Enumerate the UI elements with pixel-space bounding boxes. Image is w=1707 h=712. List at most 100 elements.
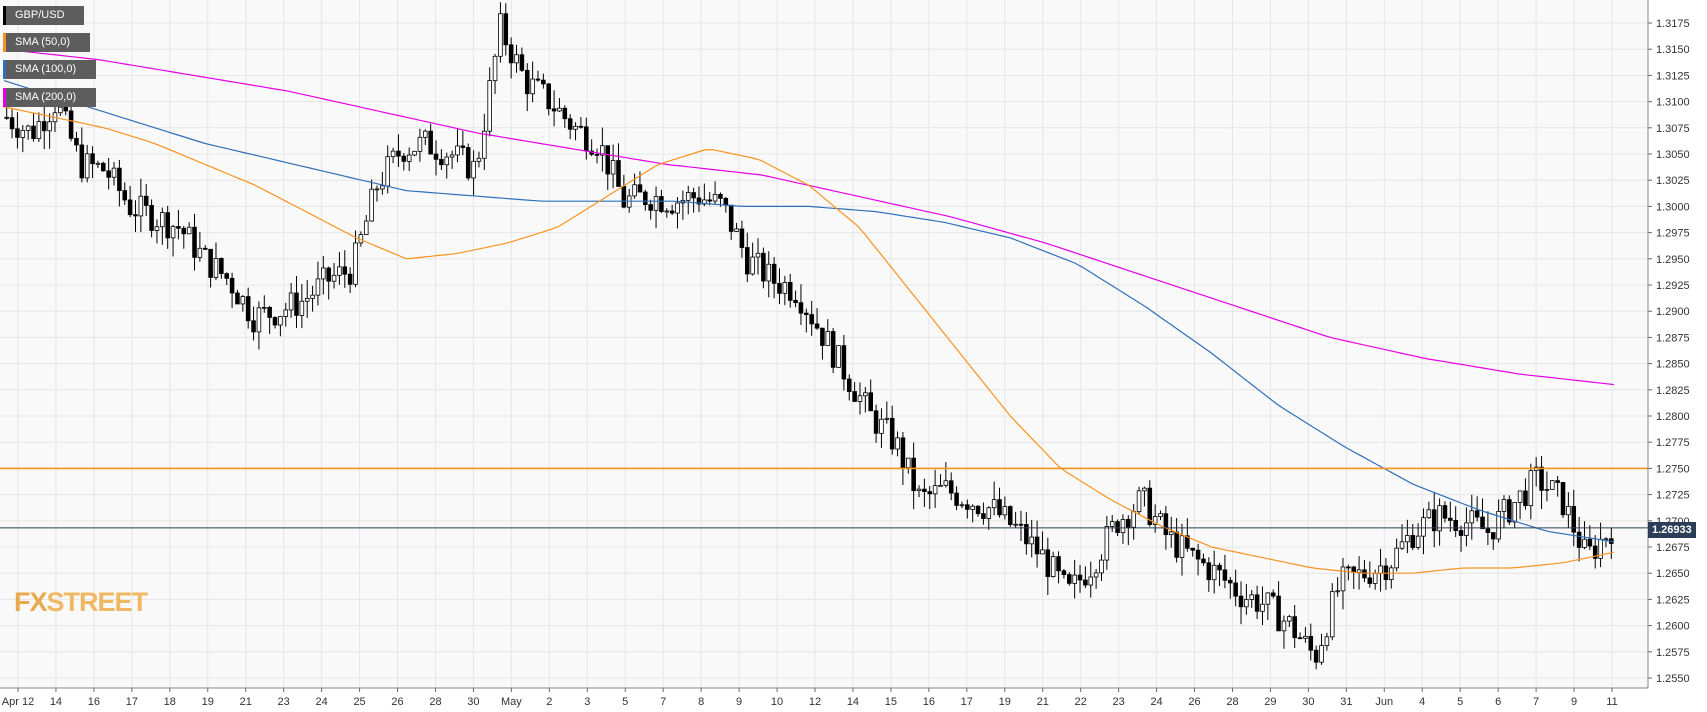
x-tick-label: 18: [164, 696, 176, 708]
candle: [675, 197, 680, 229]
sma100-line: [3, 80, 1615, 543]
candle: [1340, 557, 1346, 610]
candle-body: [836, 345, 841, 368]
candle-body: [1244, 599, 1249, 608]
candle: [605, 145, 611, 190]
candle-body: [406, 154, 412, 162]
x-tick-label: 26: [1188, 696, 1200, 708]
candle-body: [1228, 579, 1233, 584]
candle-body: [1201, 558, 1206, 564]
candle-body: [192, 226, 197, 258]
candle-body: [428, 130, 433, 155]
candle-body: [685, 192, 691, 201]
candle-body: [444, 156, 450, 166]
candle: [487, 67, 492, 137]
candle-body: [1276, 595, 1281, 632]
y-tick-label: 1.2900: [1656, 306, 1690, 318]
candle: [1496, 499, 1501, 543]
candle: [1480, 498, 1485, 530]
candle: [1099, 554, 1104, 581]
candle: [74, 131, 79, 152]
candle: [1437, 498, 1442, 546]
candle: [1217, 562, 1222, 587]
candle-body: [1356, 569, 1362, 573]
candle: [551, 90, 557, 127]
y-tick-label: 1.2650: [1656, 568, 1690, 580]
legend-label: SMA (200,0): [15, 91, 77, 103]
candle-body: [143, 195, 149, 206]
candle: [1050, 551, 1056, 578]
candle-body: [1507, 499, 1512, 523]
candle-body: [991, 499, 997, 509]
candle-body: [1007, 506, 1013, 525]
candle-body: [101, 162, 106, 172]
x-tick-label: 10: [771, 696, 783, 708]
candle: [245, 287, 251, 329]
candle-body: [1576, 531, 1582, 548]
legend-item-sma50[interactable]: SMA (50,0): [3, 33, 90, 52]
candle-body: [841, 345, 847, 380]
legend-item-sma200[interactable]: SMA (200,0): [3, 88, 96, 107]
y-tick-label: 1.2675: [1656, 542, 1690, 554]
candle: [390, 147, 396, 164]
candle: [111, 162, 117, 186]
candle: [514, 44, 519, 73]
candle: [761, 247, 766, 289]
candle: [1190, 547, 1195, 557]
candle: [1206, 557, 1212, 592]
candle-body: [830, 331, 836, 368]
candle: [782, 275, 788, 306]
candle-body: [299, 300, 305, 316]
y-tick-label: 1.2775: [1656, 437, 1690, 449]
candle-body: [476, 157, 482, 162]
candle-body: [986, 507, 992, 519]
x-tick-label: 17: [961, 696, 973, 708]
candle: [546, 82, 551, 116]
candle-body: [981, 513, 986, 519]
candle: [133, 200, 138, 233]
candle-body: [1340, 566, 1346, 592]
candle-body: [766, 263, 772, 282]
candle: [25, 124, 31, 140]
x-tick-label: 19: [999, 696, 1011, 708]
candle-body: [1437, 505, 1442, 532]
candle-body: [460, 145, 466, 148]
candle-body: [745, 247, 750, 275]
legend-item-sma100[interactable]: SMA (100,0): [3, 60, 96, 79]
candle-body: [664, 210, 670, 213]
candle: [981, 502, 986, 525]
candle-body: [106, 170, 111, 178]
candle-body: [777, 282, 782, 294]
candle: [1335, 577, 1340, 597]
candle-body: [1045, 549, 1051, 577]
candle-body: [868, 392, 873, 412]
candle: [1249, 590, 1255, 608]
candle: [696, 186, 702, 213]
candle-body: [219, 258, 224, 274]
candle-body: [793, 299, 798, 304]
candle-body: [879, 418, 884, 434]
y-tick-label: 1.2875: [1656, 332, 1690, 344]
candle: [771, 257, 777, 299]
candle: [401, 153, 407, 171]
candle: [594, 148, 600, 164]
candle: [911, 442, 916, 510]
candle-body: [1093, 572, 1099, 578]
legend-item-gbpusd[interactable]: GBP/USD: [3, 6, 84, 25]
candle-body: [369, 188, 374, 222]
x-tick-label: 15: [885, 696, 897, 708]
candle: [84, 144, 90, 183]
candle-body: [1464, 522, 1469, 536]
candle: [975, 504, 981, 517]
fxstreet-logo: FXSTREET: [14, 587, 148, 618]
candle: [192, 213, 197, 271]
candle-body: [1292, 616, 1297, 639]
candle: [31, 113, 36, 142]
candle-body: [846, 378, 852, 392]
candle-body: [133, 214, 138, 217]
candle-body: [1222, 569, 1228, 581]
candle-body: [1458, 530, 1464, 536]
candle: [1303, 627, 1308, 643]
candle: [991, 481, 997, 516]
candle: [127, 185, 133, 218]
